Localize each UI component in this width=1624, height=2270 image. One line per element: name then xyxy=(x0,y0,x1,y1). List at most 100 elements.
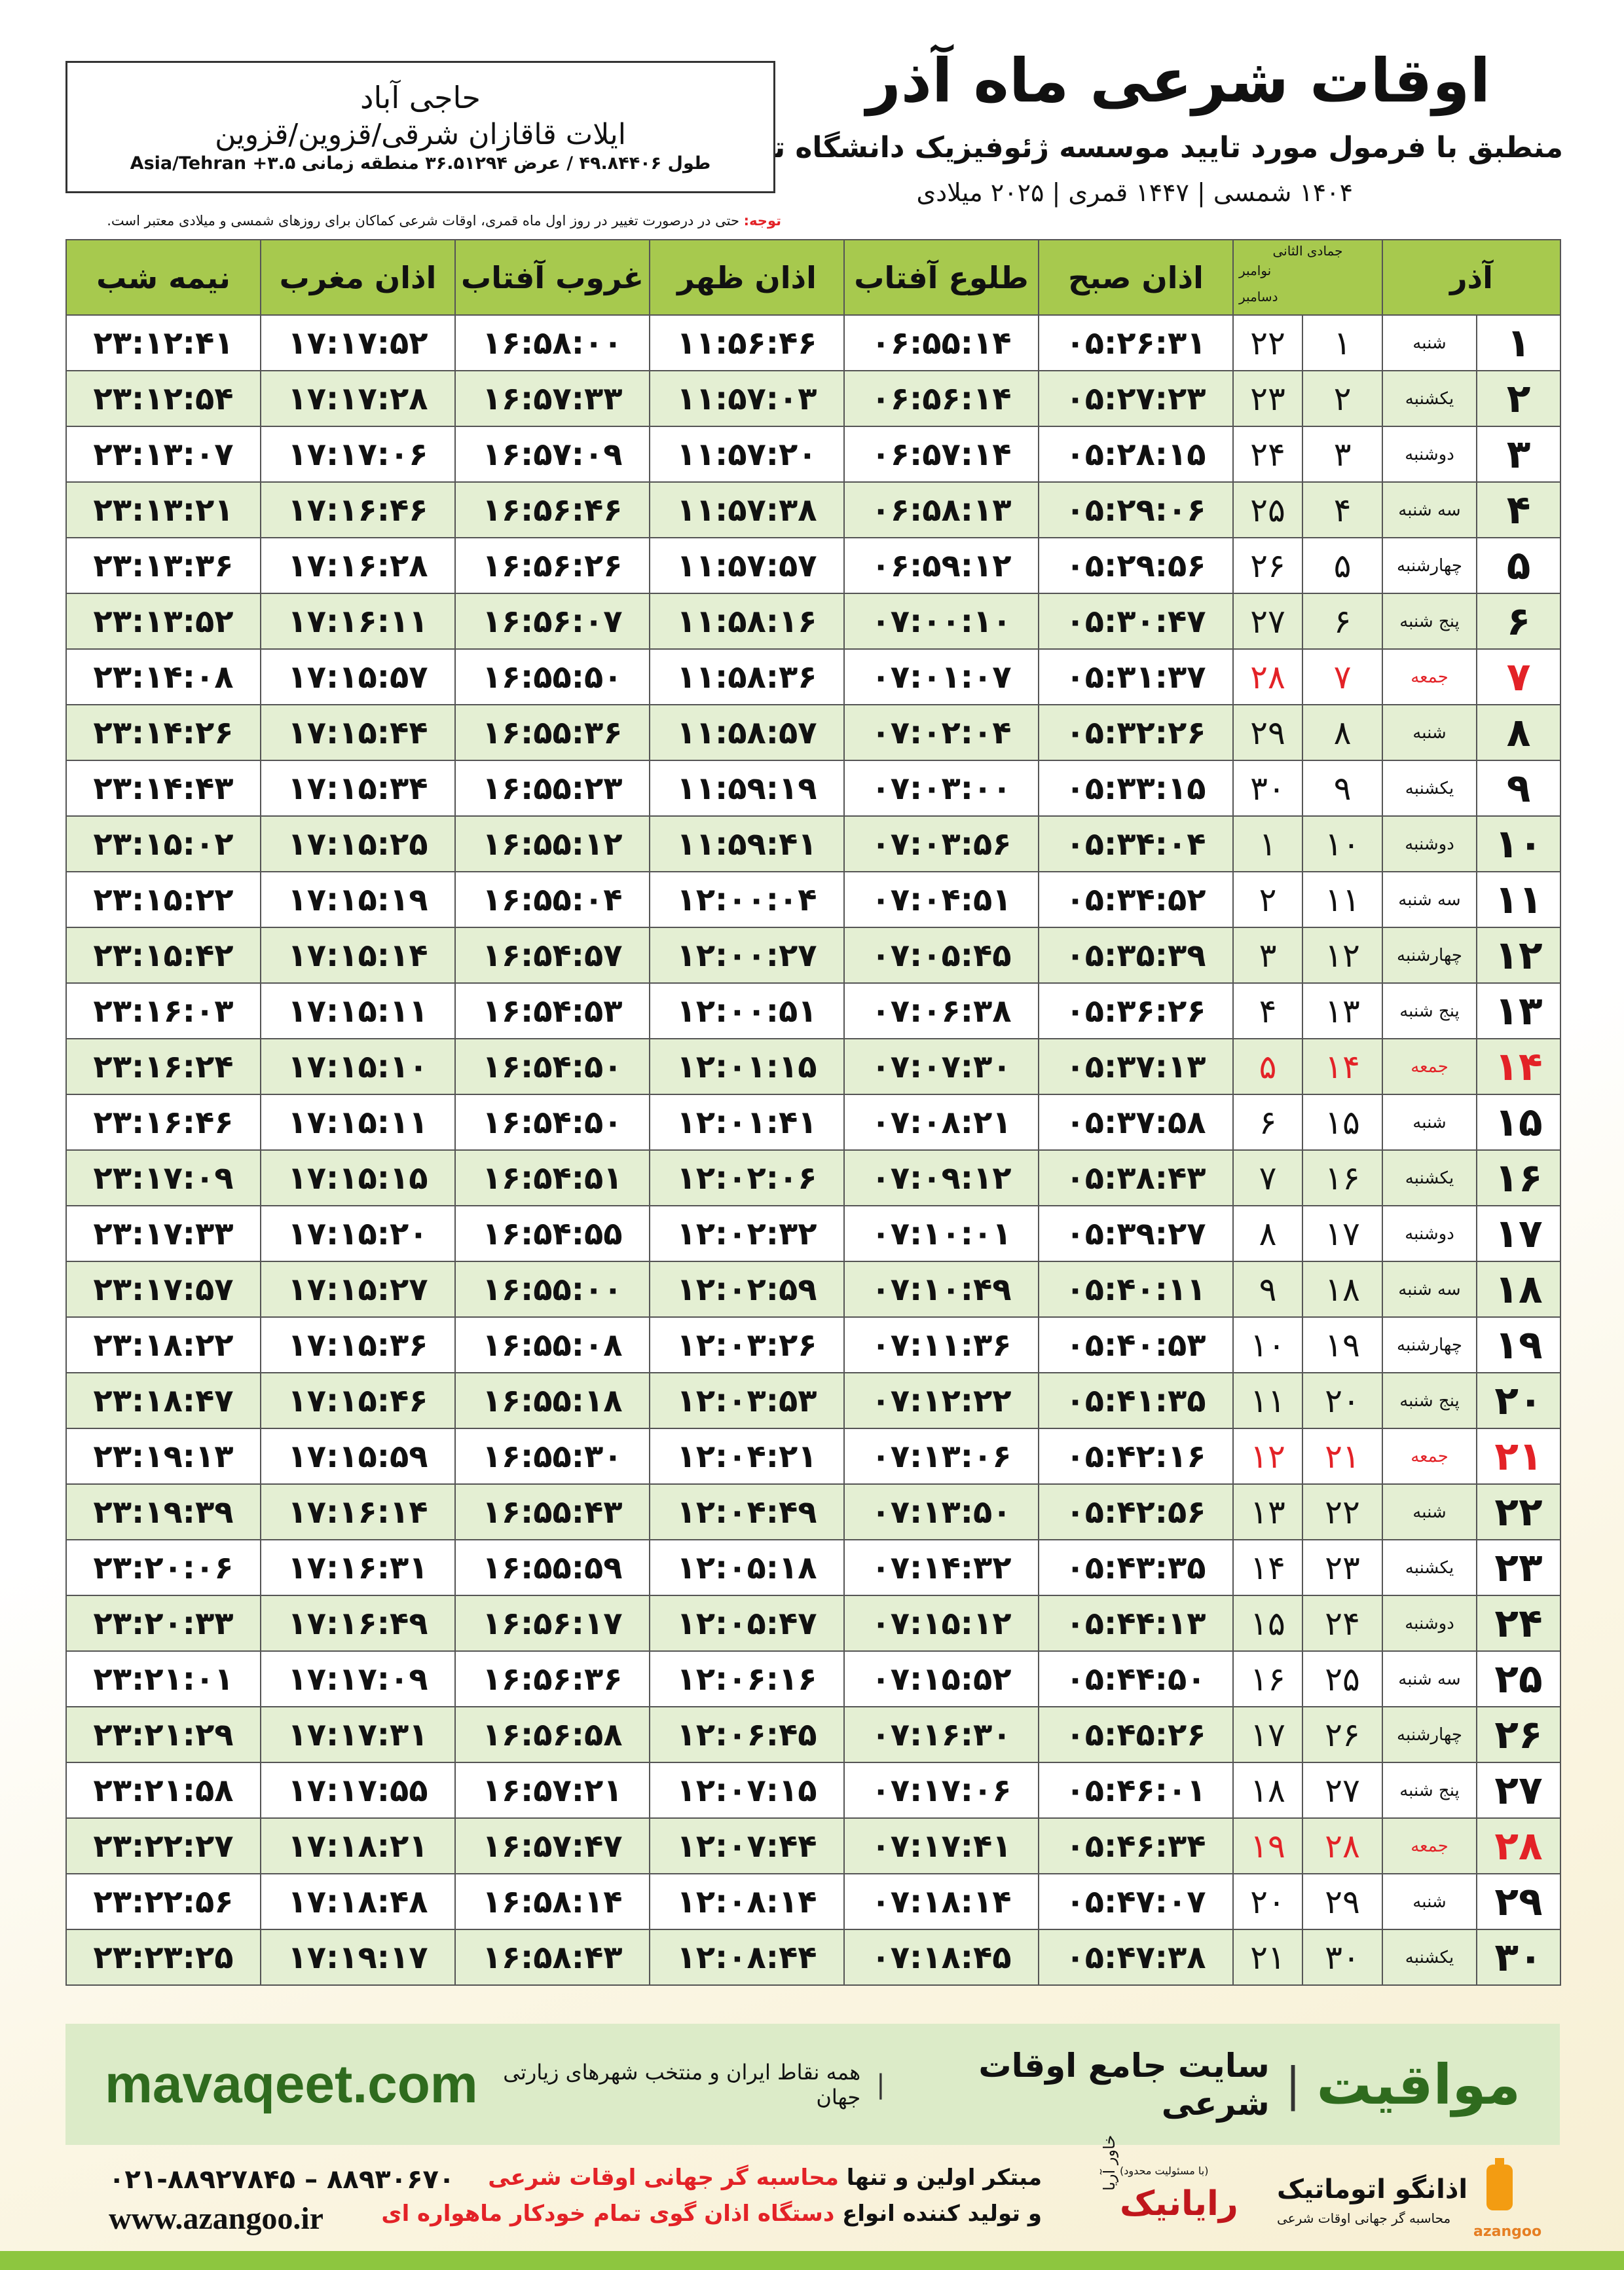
time: ۱۷:۱۵:۱۵ xyxy=(260,1149,456,1206)
time: ۱۷:۱۶:۳۱ xyxy=(260,1539,456,1596)
weekday: یکشنبه xyxy=(1381,1539,1478,1596)
hijri-day: ۲۸ xyxy=(1302,1817,1383,1874)
years: ۱۴۰۴ شمسی | ۱۴۴۷ قمری | ۲۰۲۵ میلادی xyxy=(916,178,1353,207)
other-calendars-header: جمادی الثانی نوامبر دسامبر xyxy=(1232,239,1383,316)
weekday: سه شنبه xyxy=(1381,1261,1478,1318)
time: ۱۷:۱۷:۳۱ xyxy=(260,1706,456,1763)
time: ۲۳:۲۰:۳۳ xyxy=(65,1595,261,1652)
region: ایلات قاقازان شرقی/قزوین/قزوین xyxy=(215,118,626,152)
time: ۱۷:۱۷:۵۵ xyxy=(260,1762,456,1819)
greg-header-2: دسامبر xyxy=(1239,289,1278,305)
time: ۱۱:۵۹:۱۹ xyxy=(649,760,845,817)
time: ۰۵:۳۰:۴۷ xyxy=(1038,593,1234,650)
table-row: ۱۵ شنبه ۱۵ ۶ ۰۵:۳۷:۵۸ ۰۷:۰۸:۲۱ ۱۲:۰۱:۴۱ ۱۶:۵۴:۵… xyxy=(65,1094,1562,1151)
time: ۰۷:۱۶:۳۰ xyxy=(843,1706,1039,1763)
time: ۲۳:۱۳:۰۷ xyxy=(65,426,261,483)
time: ۱۷:۱۵:۲۵ xyxy=(260,815,456,872)
time: ۱۱:۵۷:۳۸ xyxy=(649,481,845,538)
time: ۱۶:۵۶:۵۸ xyxy=(454,1706,650,1763)
time: ۲۳:۱۶:۰۳ xyxy=(65,982,261,1039)
table-row: ۲۹ شنبه ۲۹ ۲۰ ۰۵:۴۷:۰۷ ۰۷:۱۸:۱۴ ۱۲:۰۸:۱۴ ۱۶:۵۸:… xyxy=(65,1873,1562,1930)
time: ۱۷:۱۵:۲۷ xyxy=(260,1261,456,1318)
title: اوقات شرعی ماه آذر xyxy=(866,46,1490,116)
day: ۲۱ xyxy=(1476,1428,1562,1485)
time: ۱۲:۰۳:۲۶ xyxy=(649,1316,845,1373)
time: ۱۶:۵۶:۰۷ xyxy=(454,593,650,650)
day: ۱ xyxy=(1476,314,1562,371)
time: ۱۲:۰۸:۱۴ xyxy=(649,1873,845,1930)
time: ۲۳:۱۷:۳۳ xyxy=(65,1205,261,1262)
hijri-day: ۱۸ xyxy=(1302,1261,1383,1318)
weekday: شنبه xyxy=(1381,1483,1478,1540)
gregorian-day: ۱۰ xyxy=(1232,1316,1303,1373)
table-row: ۲۱ جمعه ۲۱ ۱۲ ۰۵:۴۲:۱۶ ۰۷:۱۳:۰۶ ۱۲:۰۴:۲۱ ۱۶:۵۵:… xyxy=(65,1428,1562,1485)
time: ۲۳:۱۲:۴۱ xyxy=(65,314,261,371)
time: ۲۳:۱۳:۳۶ xyxy=(65,537,261,594)
logo-icon xyxy=(1486,2158,1513,2210)
time: ۰۵:۴۷:۰۷ xyxy=(1038,1873,1234,1930)
gregorian-day: ۲۹ xyxy=(1232,704,1303,761)
weekday: چهارشنبه xyxy=(1381,537,1478,594)
gregorian-day: ۸ xyxy=(1232,1205,1303,1262)
time: ۰۵:۴۴:۵۰ xyxy=(1038,1650,1234,1707)
time: ۱۷:۱۶:۴۶ xyxy=(260,481,456,538)
table-row: ۱۹ چهارشنبه ۱۹ ۱۰ ۰۵:۴۰:۵۳ ۰۷:۱۱:۳۶ ۱۲:۰۳:۲۶ ۱۶… xyxy=(65,1316,1562,1373)
time: ۰۷:۰۹:۱۲ xyxy=(843,1149,1039,1206)
day: ۲۳ xyxy=(1476,1539,1562,1596)
day: ۲۵ xyxy=(1476,1650,1562,1707)
day: ۱۸ xyxy=(1476,1261,1562,1318)
time: ۱۷:۱۵:۱۹ xyxy=(260,871,456,928)
time: ۱۶:۵۷:۰۹ xyxy=(454,426,650,483)
weekday: یکشنبه xyxy=(1381,760,1478,817)
gregorian-day: ۶ xyxy=(1232,1094,1303,1151)
hijri-day: ۵ xyxy=(1302,537,1383,594)
time: ۱۲:۰۱:۱۵ xyxy=(649,1038,845,1095)
table-row: ۵ چهارشنبه ۵ ۲۶ ۰۵:۲۹:۵۶ ۰۶:۵۹:۱۲ ۱۱:۵۷:۵۷ ۱۶:۵… xyxy=(65,537,1562,594)
table-row: ۳ دوشنبه ۳ ۲۴ ۰۵:۲۸:۱۵ ۰۶:۵۷:۱۴ ۱۱:۵۷:۲۰ ۱۶:۵۷:… xyxy=(65,426,1562,483)
gregorian-day: ۵ xyxy=(1232,1038,1303,1095)
header-row: آذر جمادی الثانی نوامبر دسامبر اذان صبح ط… xyxy=(65,239,1562,316)
time: ۱۷:۱۵:۲۰ xyxy=(260,1205,456,1262)
gregorian-day: ۴ xyxy=(1232,982,1303,1039)
day: ۲۲ xyxy=(1476,1483,1562,1540)
time: ۱۶:۵۶:۳۶ xyxy=(454,1650,650,1707)
hijri-day: ۲۶ xyxy=(1302,1706,1383,1763)
hijri-day: ۲۹ xyxy=(1302,1873,1383,1930)
weekday: چهارشنبه xyxy=(1381,927,1478,984)
day: ۲۹ xyxy=(1476,1873,1562,1930)
table-row: ۷ جمعه ۷ ۲۸ ۰۵:۳۱:۳۷ ۰۷:۰۱:۰۷ ۱۱:۵۸:۳۶ ۱۶:۵۵:۵۰… xyxy=(65,648,1562,705)
time: ۰۵:۲۹:۰۶ xyxy=(1038,481,1234,538)
footer-line-1: مبتکر اولین و تنها محاسبه گر جهانی اوقات… xyxy=(488,2165,1042,2191)
table-row: ۱۸ سه شنبه ۱۸ ۹ ۰۵:۴۰:۱۱ ۰۷:۱۰:۴۹ ۱۲:۰۲:۵۹ ۱۶:۵… xyxy=(65,1261,1562,1318)
note-label: توجه: xyxy=(743,213,781,229)
time: ۱۶:۵۴:۵۰ xyxy=(454,1038,650,1095)
time: ۰۷:۱۵:۱۲ xyxy=(843,1595,1039,1652)
time: ۱۶:۵۵:۳۰ xyxy=(454,1428,650,1485)
greg-header-1: نوامبر xyxy=(1239,263,1272,278)
time: ۱۲:۰۰:۰۴ xyxy=(649,871,845,928)
weekday: دوشنبه xyxy=(1381,1205,1478,1262)
weekday: دوشنبه xyxy=(1381,1595,1478,1652)
time: ۱۲:۰۲:۵۹ xyxy=(649,1261,845,1318)
weekday: شنبه xyxy=(1381,704,1478,761)
time: ۰۷:۰۶:۳۸ xyxy=(843,982,1039,1039)
time: ۰۶:۵۶:۱۴ xyxy=(843,370,1039,427)
table-row: ۲۶ چهارشنبه ۲۶ ۱۷ ۰۵:۴۵:۲۶ ۰۷:۱۶:۳۰ ۱۲:۰۶:۴۵ ۱۶… xyxy=(65,1706,1562,1763)
table-row: ۴ سه شنبه ۴ ۲۵ ۰۵:۲۹:۰۶ ۰۶:۵۸:۱۳ ۱۱:۵۷:۳۸ ۱۶:۵۶… xyxy=(65,481,1562,538)
time: ۱۲:۰۵:۴۷ xyxy=(649,1595,845,1652)
time: ۰۶:۵۹:۱۲ xyxy=(843,537,1039,594)
table-row: ۲ یکشنبه ۲ ۲۳ ۰۵:۲۷:۲۳ ۰۶:۵۶:۱۴ ۱۱:۵۷:۰۳ ۱۶:۵۷:… xyxy=(65,370,1562,427)
table-row: ۱۰ دوشنبه ۱۰ ۱ ۰۵:۳۴:۰۴ ۰۷:۰۳:۵۶ ۱۱:۵۹:۴۱ ۱۶:۵۵… xyxy=(65,815,1562,872)
time: ۰۵:۴۰:۵۳ xyxy=(1038,1316,1234,1373)
weekday: شنبه xyxy=(1381,1873,1478,1930)
gregorian-day: ۱۷ xyxy=(1232,1706,1303,1763)
hijri-day: ۳ xyxy=(1302,426,1383,483)
hijri-day: ۷ xyxy=(1302,648,1383,705)
time: ۰۷:۱۰:۴۹ xyxy=(843,1261,1039,1318)
hijri-day: ۲۱ xyxy=(1302,1428,1383,1485)
hijri-day: ۲۰ xyxy=(1302,1372,1383,1429)
day: ۲۷ xyxy=(1476,1762,1562,1819)
day: ۱۶ xyxy=(1476,1149,1562,1206)
bottom-bar xyxy=(0,2251,1624,2270)
table-row: ۲۸ جمعه ۲۸ ۱۹ ۰۵:۴۶:۳۴ ۰۷:۱۷:۴۱ ۱۲:۰۷:۴۴ ۱۶:۵۷:… xyxy=(65,1817,1562,1874)
